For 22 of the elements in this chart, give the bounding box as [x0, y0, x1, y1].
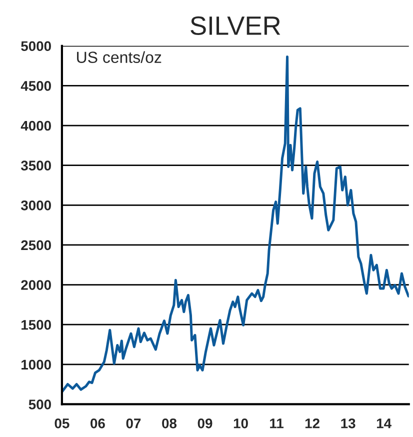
y-tick-label: 4000 — [20, 120, 51, 131]
y-tick-label: 500 — [28, 400, 51, 410]
x-tick-label: 06 — [90, 418, 105, 428]
x-tick-label: 07 — [126, 418, 141, 428]
x-tick-label: 12 — [305, 418, 320, 428]
x-tick-label: 09 — [198, 418, 212, 428]
x-tick-label: 10 — [234, 418, 248, 428]
y-tick-label: 5000 — [21, 41, 51, 52]
y-tick-label: 1000 — [22, 360, 51, 370]
x-tick-label: 05 — [54, 418, 70, 428]
y-tick-label: 1500 — [22, 320, 51, 330]
annotation: US cents/oz — [77, 51, 162, 63]
y-tick-label: 2500 — [21, 240, 51, 250]
chart-title: SILVER — [190, 16, 280, 36]
y-tick-label: 3000 — [20, 200, 51, 210]
y-tick-label: 4500 — [20, 81, 51, 91]
y-tick-label: 2000 — [21, 280, 51, 290]
y-tick-label: 3500 — [20, 160, 51, 171]
x-tick-label: 11 — [270, 418, 284, 428]
x-tick-label: 13 — [341, 418, 356, 428]
x-tick-label: 08 — [162, 418, 177, 428]
x-tick-label: 14 — [376, 418, 392, 428]
